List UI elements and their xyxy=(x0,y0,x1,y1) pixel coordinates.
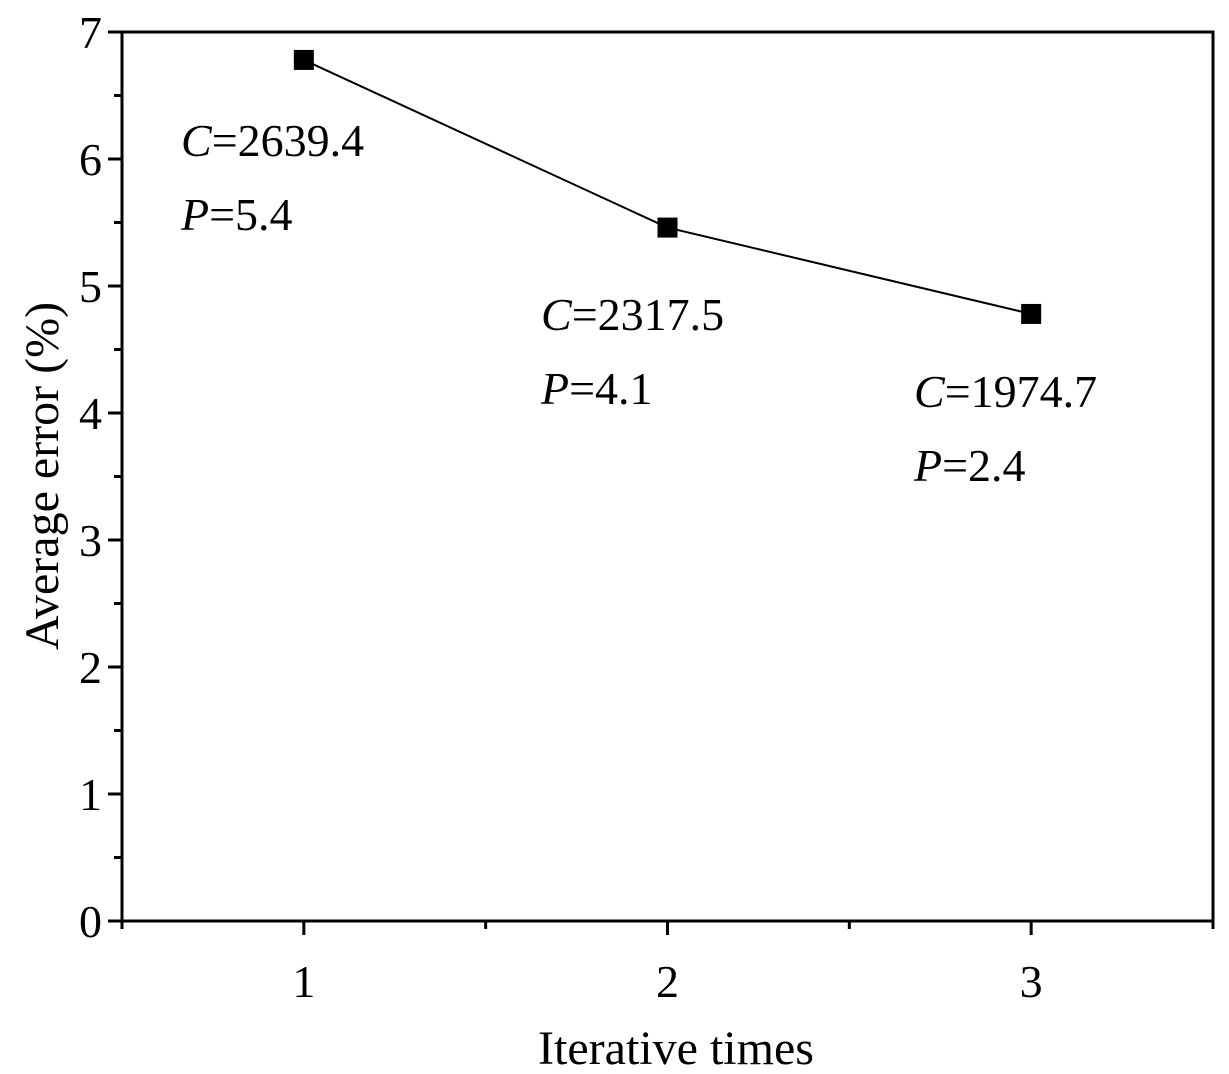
y-tick-label: 1 xyxy=(79,769,102,820)
point-annotation: P=5.4 xyxy=(180,189,293,240)
y-axis-title: Average error (%) xyxy=(16,302,69,650)
point-annotation: C=1974.7 xyxy=(914,366,1097,417)
data-point-marker xyxy=(293,49,314,70)
data-point-marker xyxy=(1021,303,1042,324)
y-tick-label: 4 xyxy=(79,388,102,439)
x-axis-title: Iterative times xyxy=(538,1022,814,1074)
x-tick-label: 3 xyxy=(1020,956,1043,1007)
data-point-marker xyxy=(657,217,678,238)
series-layer xyxy=(293,49,1042,324)
series-line xyxy=(303,59,1032,315)
y-axis-ticks: 0 1 2 3 4 5 6 7 xyxy=(79,7,122,947)
y-tick-label: 3 xyxy=(79,515,102,566)
x-axis-ticks: 1 2 3 xyxy=(120,921,1215,1007)
annotations-layer: C=2639.4 P=5.4 C=2317.5 P=4.1 C=1974.7 P=2.4 xyxy=(180,115,1097,491)
y-tick-label: 5 xyxy=(79,261,102,312)
y-tick-label: 6 xyxy=(79,134,102,185)
y-tick-label: 0 xyxy=(79,896,102,947)
point-annotation: C=2639.4 xyxy=(181,115,364,166)
point-annotation: P=2.4 xyxy=(913,440,1026,491)
x-tick-label: 1 xyxy=(292,956,315,1007)
y-tick-label: 2 xyxy=(79,642,102,693)
point-annotation: C=2317.5 xyxy=(541,289,724,340)
point-annotation: P=4.1 xyxy=(540,363,653,414)
x-tick-label: 2 xyxy=(656,956,679,1007)
y-tick-label: 7 xyxy=(79,7,102,58)
